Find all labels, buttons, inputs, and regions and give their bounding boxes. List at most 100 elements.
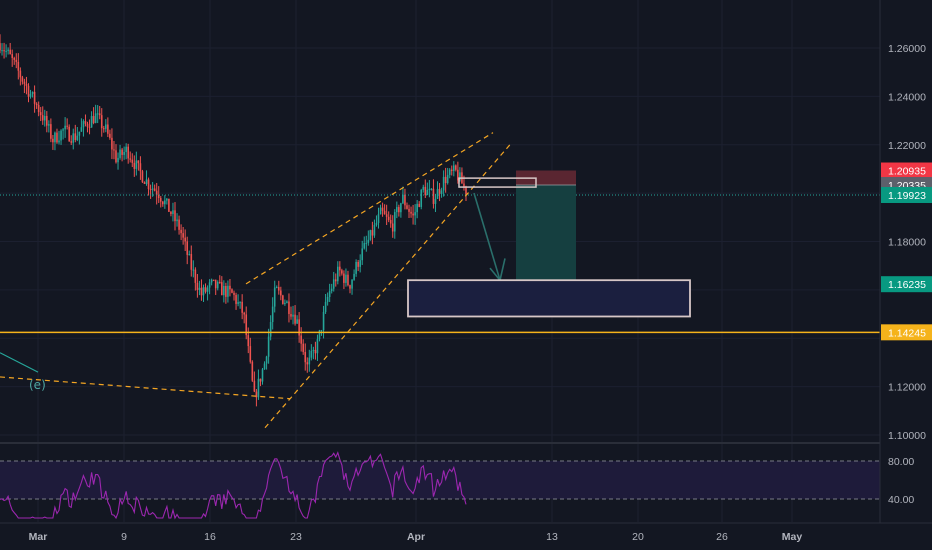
- candle-body: [436, 188, 439, 199]
- candle-body: [296, 319, 298, 324]
- candle-body: [255, 391, 258, 398]
- candle-body: [68, 126, 70, 142]
- candle-body: [426, 189, 429, 196]
- candle-body: [113, 149, 115, 151]
- candle-body: [135, 160, 138, 169]
- candle-body: [194, 269, 197, 283]
- candle-body: [396, 207, 398, 213]
- candle-body: [312, 349, 315, 351]
- candle-body: [5, 50, 7, 52]
- wedge-upper-line: [245, 132, 494, 285]
- candle-body: [227, 285, 229, 297]
- candle-body: [184, 237, 186, 242]
- time-tick-label: 9: [121, 531, 127, 543]
- candle-body: [249, 346, 252, 362]
- candle-body: [214, 279, 217, 289]
- candle-body: [206, 287, 209, 292]
- candle-body: [17, 61, 20, 71]
- candle-body: [192, 269, 195, 271]
- candle-body: [408, 208, 410, 212]
- candle-body: [463, 183, 465, 187]
- candle-body: [92, 116, 95, 123]
- candle-body: [353, 273, 355, 280]
- candle-body: [170, 211, 172, 215]
- candle-body: [119, 149, 121, 158]
- candle-body: [334, 279, 337, 282]
- candle-body: [0, 43, 1, 51]
- candle-body: [13, 57, 16, 60]
- candle-body: [41, 115, 44, 121]
- price-badge-label: 1.19923: [888, 190, 926, 202]
- candle-body: [11, 54, 14, 58]
- candle-body: [155, 190, 158, 196]
- candle-body: [117, 157, 119, 163]
- baseline-dashed-line: [0, 376, 291, 400]
- candle-body: [123, 151, 125, 155]
- candle-body: [375, 222, 378, 225]
- candle-body: [102, 128, 105, 130]
- price-badge: [881, 276, 932, 293]
- candle-body: [147, 179, 150, 190]
- candle-body: [288, 301, 290, 315]
- candle-body: [131, 159, 134, 163]
- candle-body: [251, 361, 254, 381]
- candle-body: [422, 186, 425, 190]
- candle-body: [290, 314, 292, 317]
- candle-body: [100, 115, 103, 129]
- candle-body: [369, 230, 372, 240]
- price-axis[interactable]: 1.26000 1.24000 1.22000 1.18000 1.12000 1.100…: [879, 0, 932, 550]
- candle-body: [363, 243, 366, 249]
- candle-body: [365, 242, 368, 244]
- candle-body: [212, 279, 215, 281]
- time-axis[interactable]: Mar 9 16 23 Apr 13 20 26 May: [0, 522, 932, 543]
- candle-body: [328, 291, 331, 297]
- price-tick-label: 1.10000: [888, 430, 926, 442]
- projection-arrow-line: [473, 192, 501, 281]
- candle-body: [76, 135, 79, 140]
- wave-pointer-line: [0, 352, 39, 373]
- candle-body: [161, 201, 164, 205]
- candle-body: [444, 176, 447, 184]
- candle-body: [82, 121, 85, 128]
- candle-body: [139, 163, 142, 172]
- candle-body: [121, 149, 123, 155]
- candle-body: [383, 210, 386, 215]
- candle-body: [402, 194, 404, 204]
- candle-body: [267, 336, 270, 357]
- candle-body: [446, 174, 449, 184]
- candle-body: [233, 292, 235, 295]
- price-badge: [881, 186, 932, 203]
- time-tick-label: 13: [546, 531, 558, 543]
- candle-body: [284, 302, 286, 304]
- candle-body: [314, 349, 317, 354]
- candle-body: [137, 160, 140, 164]
- entry-marker-box: [458, 177, 537, 188]
- candle-body: [367, 239, 370, 243]
- candle-body: [247, 335, 250, 347]
- candle-body: [129, 158, 132, 160]
- candle-body: [277, 287, 280, 291]
- candle-body: [35, 103, 38, 106]
- candle-body: [257, 378, 260, 398]
- candle-body: [261, 369, 264, 382]
- candle-body: [64, 125, 66, 130]
- candle-body: [385, 214, 388, 217]
- candle-body: [58, 140, 60, 143]
- candle-body: [157, 195, 160, 199]
- candle-body: [280, 290, 282, 296]
- candle-body: [389, 220, 392, 224]
- candle-body: [263, 363, 266, 370]
- candle-body: [330, 288, 333, 292]
- candle-body: [216, 281, 219, 289]
- candle-body: [343, 273, 345, 283]
- candle-body: [229, 285, 231, 290]
- candle-body: [424, 186, 427, 196]
- candle-body: [29, 93, 32, 97]
- candle-body: [196, 282, 199, 290]
- candle-body: [221, 282, 223, 296]
- candle-body: [153, 188, 156, 191]
- candle-body: [188, 254, 191, 256]
- candle-body: [310, 350, 313, 358]
- candle-body: [326, 296, 329, 302]
